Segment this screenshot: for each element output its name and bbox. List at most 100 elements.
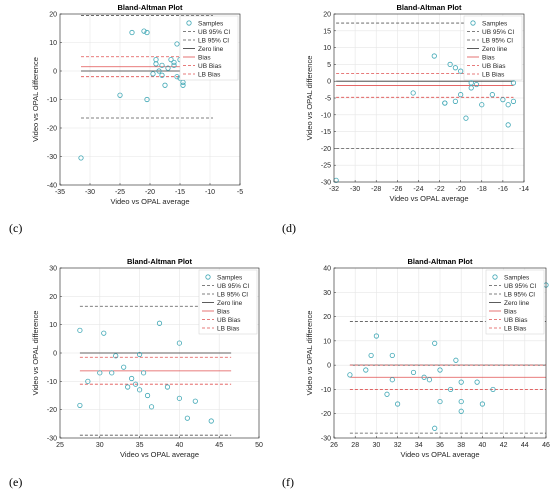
sample-point [468,80,474,86]
x-tick-label: -28 [371,186,381,193]
sample-point [505,102,511,108]
sample-point [141,28,147,34]
sample-point [489,92,495,98]
x-tick-label: -20 [145,189,155,196]
sample-point [468,85,474,91]
x-tick-label: -14 [519,186,529,193]
legend-label: Zero line [504,300,530,307]
sample-point [505,122,511,128]
x-axis-label: Video vs OPAL average [110,197,189,206]
sample-point [458,398,464,405]
y-tick-label: -10 [47,97,57,104]
x-axis-label: Video vs OPAL average [389,194,468,203]
legend-box [463,15,523,81]
sample-point [389,352,395,359]
x-tick-label: -30 [350,186,360,193]
legend-label: Zero line [217,300,243,307]
y-tick-label: 20 [49,294,57,301]
y-tick-label: -10 [47,379,57,386]
sample-point [442,100,448,106]
legend-marker [492,274,498,280]
chart-panel-4: 26 28 30 32 34 36 38 40 42 44 46 -30 -20 -10 0 10 20 30 40… [282,257,550,489]
y-tick-label: 10 [323,338,331,345]
x-tick-label: 45 [215,442,223,449]
legend-label: UB Bias [217,317,241,324]
y-tick-label: 0 [53,351,57,358]
sample-point [162,82,168,88]
legend-label: Bias [198,54,211,61]
x-tick-label: 30 [373,442,381,449]
x-tick-label: -24 [413,186,423,193]
legend-label: UB 95% CI [504,283,536,290]
sample-point [421,374,427,380]
legend-box [485,269,545,335]
sample-point [144,29,150,36]
y-tick-label: 15 [323,28,331,35]
y-axis-label: Video vs OPAL difference [31,311,40,396]
sample-point [164,384,171,390]
legend-label: Samples [504,274,530,281]
legend-label: Samples [217,274,243,281]
sample-point [453,357,459,363]
y-tick-label: 30 [49,266,57,273]
sample-point [121,364,127,370]
sample-point [410,369,417,376]
sample-point [113,353,119,359]
legend-label: Samples [198,20,224,27]
sample-point [208,418,214,424]
y-tick-label: -30 [47,154,57,161]
legend-label: LB 95% CI [504,291,535,298]
legend-label: LB Bias [217,325,240,332]
legend-box [179,15,239,81]
y-tick-label: -30 [321,180,331,187]
legend-marker [470,20,476,26]
y-tick-label: -40 [47,183,57,190]
legend-label: LB Bias [504,325,527,332]
sample-point [432,425,438,431]
sample-point [180,82,186,88]
sample-point [452,98,458,104]
x-tick-label: -10 [205,189,215,196]
chart-panel-3: 25 30 35 40 45 50 -30 -20 -10 0 10 20 30 Bland-Altman… [9,257,263,489]
axes-frame [333,267,547,439]
sample-point [176,340,182,346]
legend-label: Samples [482,20,508,27]
y-tick-label: 10 [49,322,57,329]
sample-point [129,29,135,36]
sample-point [384,391,390,397]
legend-label: UB Bias [504,317,528,324]
sample-point [479,102,485,108]
sample-point [389,377,395,383]
panel-label: (d) [282,221,296,235]
legend-label: Zero line [198,46,224,53]
chart-title: Bland-Altman Plot [408,257,474,266]
x-tick-label: 28 [351,442,359,449]
y-tick-label: -20 [47,407,57,414]
legend-label: UB Bias [198,63,222,70]
y-tick-label: -30 [321,436,331,443]
sample-point [452,65,458,71]
sample-point [148,404,155,410]
axes-frame [333,13,525,183]
sample-point [410,90,416,96]
sample-point [77,327,83,333]
legend-label: LB 95% CI [482,37,513,44]
x-tick-label: -35 [55,189,65,196]
sample-point [109,370,115,376]
y-axis-label: Video vs OPAL difference [305,311,314,396]
y-tick-label: 20 [323,314,331,321]
sample-point [447,386,454,393]
chart-title: Bland-Altman Plot [118,3,184,12]
panel-label: (f) [282,475,294,489]
panel-label: (c) [9,221,22,235]
y-tick-label: -30 [47,436,57,443]
sample-point [458,92,464,98]
y-tick-label: -25 [321,163,331,170]
y-tick-label: 10 [49,40,57,47]
legend-label: Bias [217,308,230,315]
legend-label: UB 95% CI [482,29,514,36]
sample-point [474,379,480,385]
sample-point [144,392,151,399]
sample-point [363,367,369,373]
legend-label: Bias [482,54,495,61]
